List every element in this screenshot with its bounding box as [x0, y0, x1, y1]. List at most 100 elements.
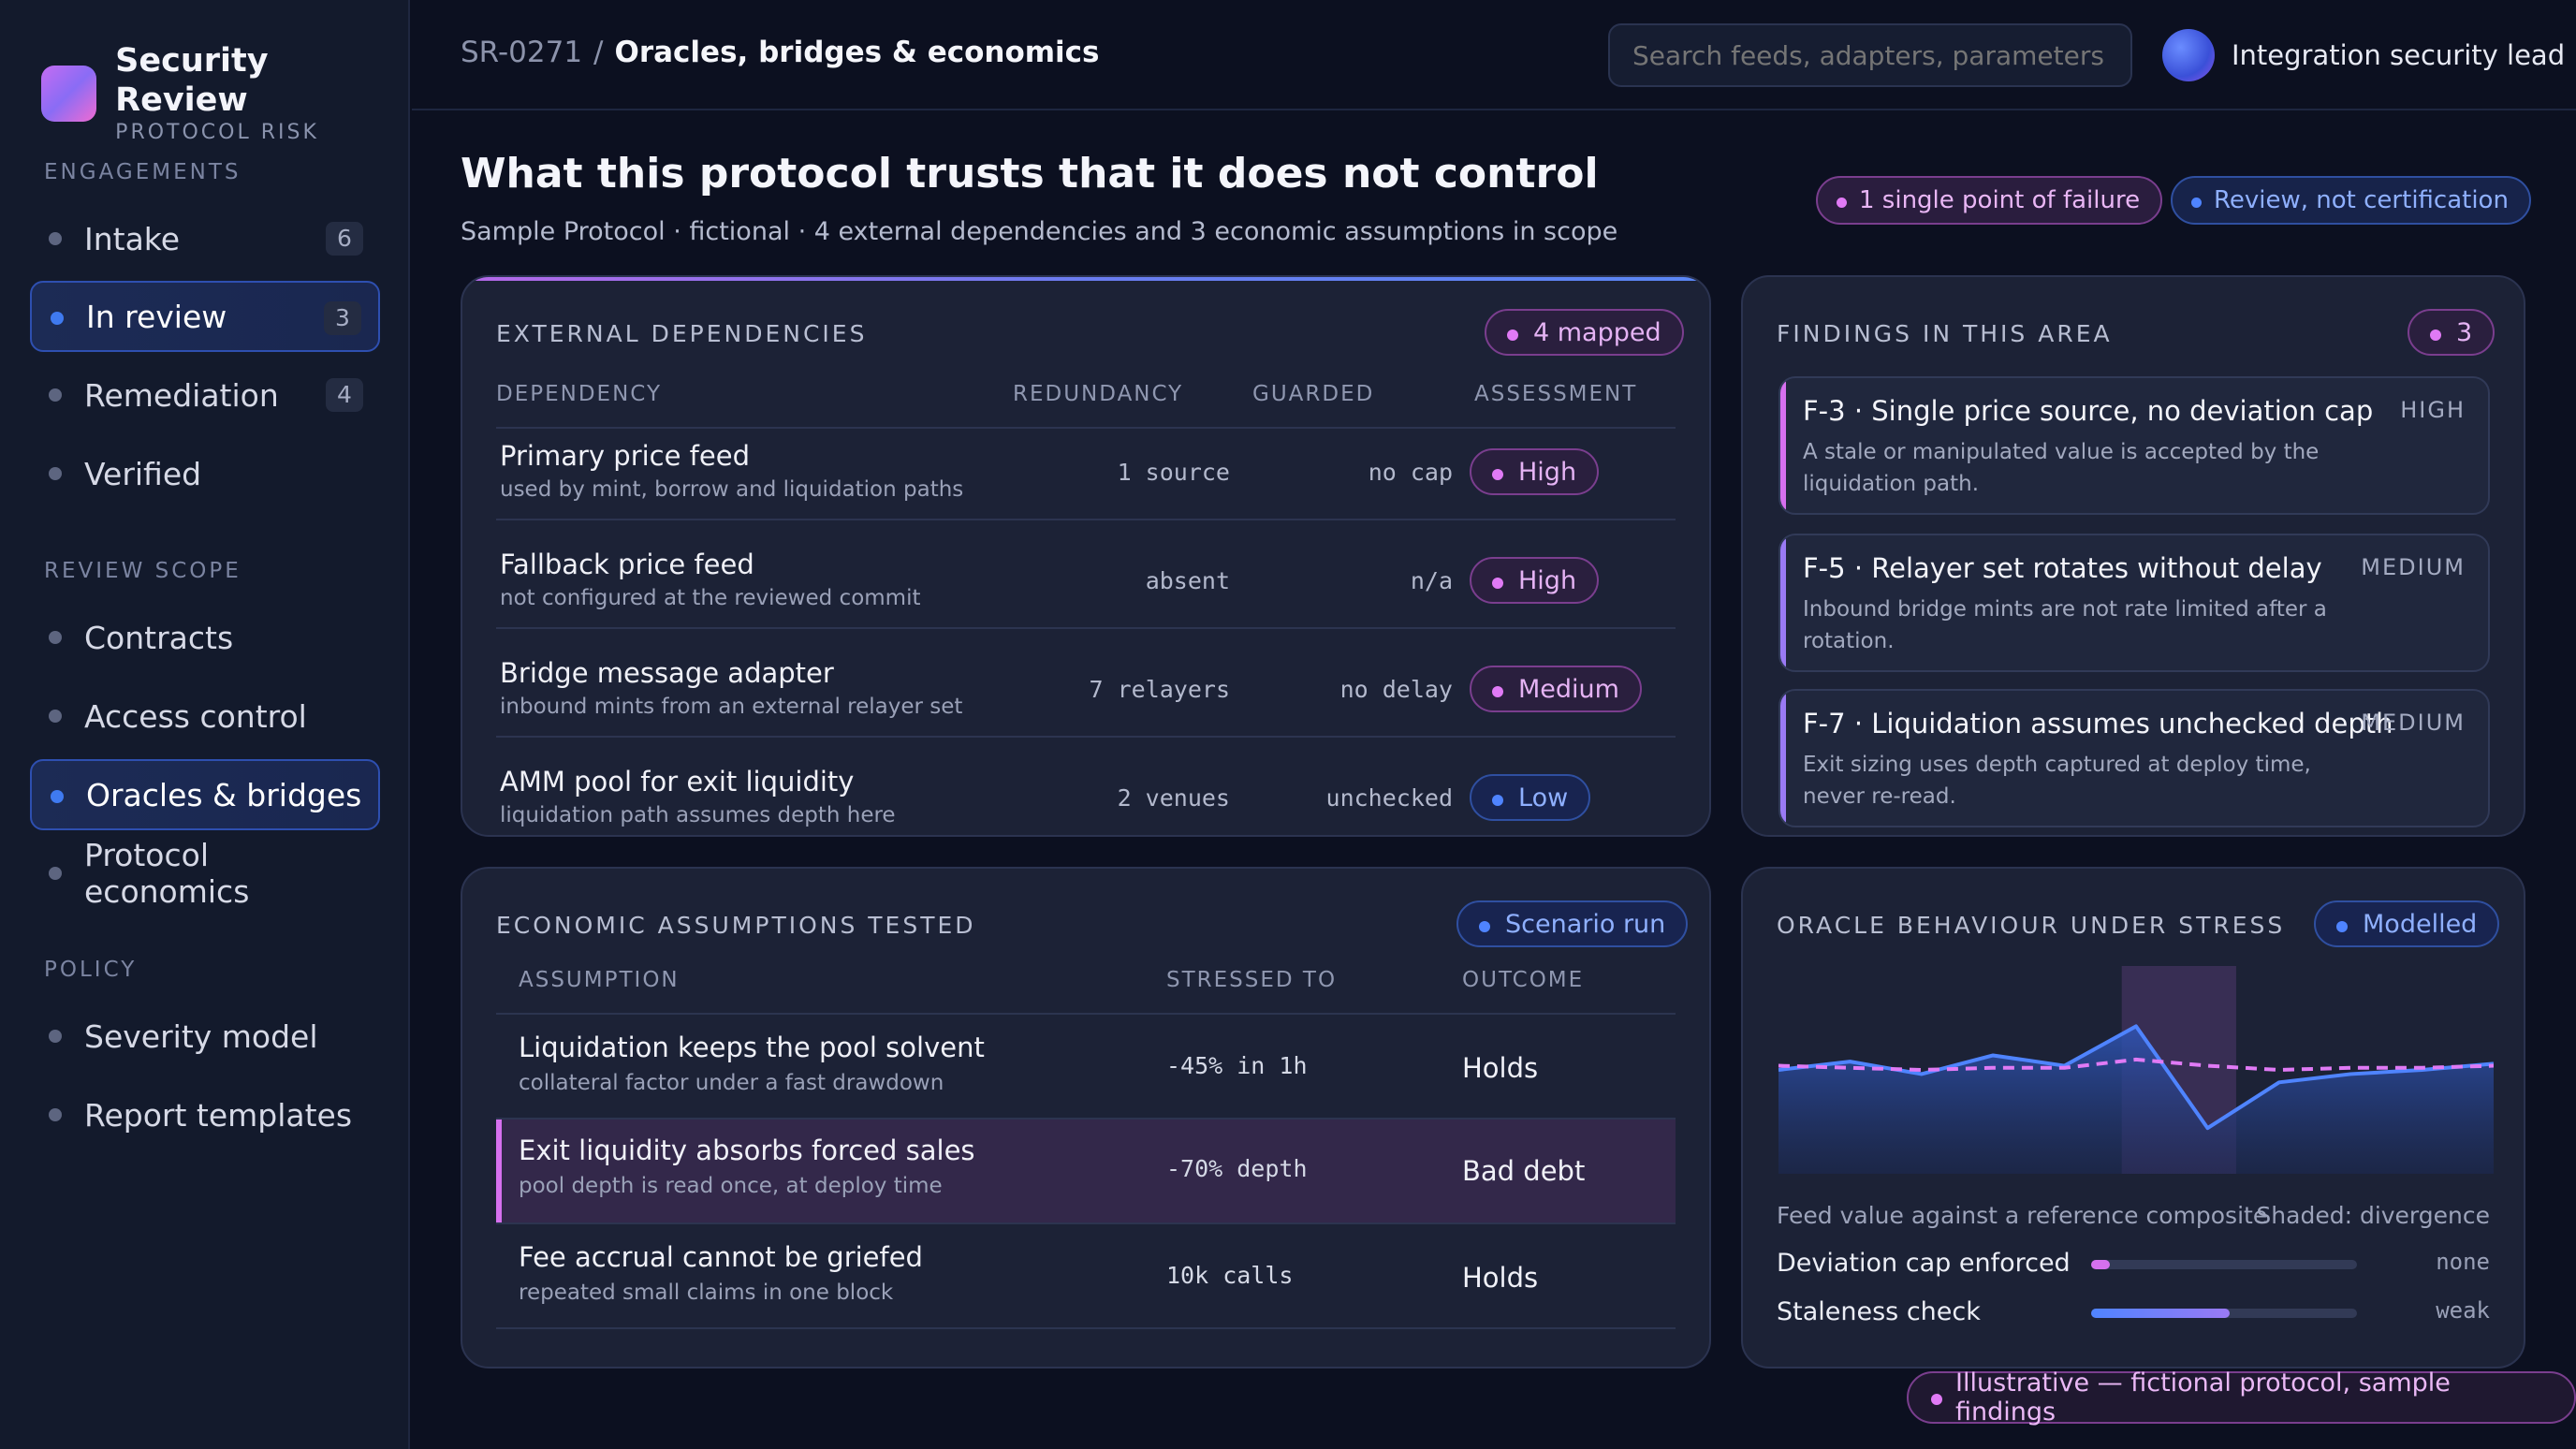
finding-accent [1780, 378, 1786, 513]
nav-section-policy: POLICY [44, 958, 138, 982]
staleness-meter [2091, 1309, 2357, 1318]
sidebar-item-intake[interactable]: Intake 6 [30, 203, 380, 274]
assumption-name: Exit liquidity absorbs forced sales [519, 1134, 975, 1166]
user-menu[interactable]: Integration security lead [2162, 29, 2565, 81]
search-input[interactable] [1608, 23, 2132, 87]
brand-title: Security Review [115, 42, 269, 119]
badge-dot-icon [1492, 686, 1503, 697]
breadcrumb-current: Oracles, bridges & economics [614, 36, 1100, 69]
finding-desc: A stale or manipulated value is accepted… [1803, 440, 2320, 496]
column-header: DEPENDENCY [496, 382, 663, 406]
dependency-note: used by mint, borrow and liquidation pat… [500, 477, 964, 502]
finding-card[interactable]: F-5 · Relayer set rotates without delay … [1778, 534, 2490, 672]
badge-dot-icon [1492, 578, 1503, 589]
meter-fill [2091, 1260, 2110, 1269]
nav-dot-icon [49, 467, 62, 480]
user-name: Integration security lead [2232, 39, 2566, 71]
oracle-card: ORACLE BEHAVIOUR UNDER STRESS Modelled F… [1741, 867, 2525, 1368]
count-badge: 6 [326, 222, 363, 256]
finding-card[interactable]: F-3 · Single price source, no deviation … [1778, 376, 2490, 515]
page-title: What this protocol trusts that it does n… [461, 150, 1599, 198]
column-header: ASSESSMENT [1474, 382, 1638, 406]
guarded-value: no delay [1339, 676, 1453, 703]
card-title: FINDINGS IN THIS AREA [1777, 320, 2113, 347]
sidebar-item-label: Verified [84, 455, 202, 492]
sidebar-item-contracts[interactable]: Contracts [30, 602, 380, 673]
redundancy-value: 7 relayers [1089, 676, 1230, 703]
badge-dot-icon [1507, 329, 1518, 341]
badge-label: Low [1518, 783, 1569, 812]
outcome-value: Holds [1462, 1262, 1539, 1294]
sidebar-item-access-control[interactable]: Access control [30, 681, 380, 752]
column-header: STRESSED TO [1166, 968, 1338, 992]
sidebar-item-in-review[interactable]: In review 3 [30, 281, 380, 352]
guarded-value: no cap [1368, 459, 1453, 486]
badge-label: High [1518, 457, 1577, 487]
divider [496, 519, 1676, 520]
findings-count-badge: 3 [2408, 309, 2496, 356]
sidebar-item-oracles-bridges[interactable]: Oracles & bridges [30, 759, 380, 830]
sidebar-item-label: In review [86, 298, 227, 335]
column-header: ASSUMPTION [519, 968, 680, 992]
assessment-badge: High [1470, 557, 1600, 604]
badge-label: Modelled [2363, 909, 2478, 939]
meter-label: Staleness check [1777, 1297, 1981, 1326]
sidebar-item-label: Contracts [84, 619, 234, 656]
finding-accent [1780, 691, 1786, 826]
meter-fill [2091, 1309, 2230, 1318]
breadcrumb-separator: / [593, 36, 604, 69]
sidebar-item-verified[interactable]: Verified [30, 438, 380, 509]
divider [496, 1013, 1676, 1015]
finding-title: F-3 · Single price source, no deviation … [1803, 395, 2374, 427]
finding-desc: Exit sizing uses depth captured at deplo… [1803, 753, 2311, 809]
brand-logo [41, 66, 97, 122]
nav-dot-icon [51, 312, 64, 325]
table-row-highlighted[interactable]: Exit liquidity absorbs forced sales pool… [496, 1120, 1676, 1222]
nav-dot-icon [49, 631, 62, 644]
stressed-value: -45% in 1h [1166, 1052, 1308, 1079]
pill-label: 1 single point of failure [1859, 186, 2141, 214]
guarded-value: n/a [1410, 567, 1453, 594]
stressed-value: 10k calls [1166, 1262, 1294, 1289]
status-pill-review: Review, not certification [2171, 176, 2531, 225]
count-badge: 4 [326, 378, 363, 412]
divider [496, 1118, 1676, 1120]
brand[interactable]: Security Review PROTOCOL RISK [41, 41, 408, 146]
redundancy-value: 1 source [1117, 459, 1230, 486]
sidebar-item-remediation[interactable]: Remediation 4 [30, 359, 380, 431]
redundancy-value: 2 venues [1117, 784, 1230, 812]
deviation-cap-meter [2091, 1260, 2357, 1269]
footer-note-label: Illustrative — fictional protocol, sampl… [1955, 1368, 2451, 1427]
card-title: ORACLE BEHAVIOUR UNDER STRESS [1777, 912, 2286, 939]
sidebar-item-label: Remediation [84, 376, 279, 414]
finding-desc: Inbound bridge mints are not rate limite… [1803, 597, 2327, 653]
badge-label: Scenario run [1505, 909, 1666, 939]
divider [496, 427, 1676, 429]
badge-dot-icon [2430, 329, 2441, 341]
status-pill-spof: 1 single point of failure [1816, 176, 2163, 225]
sidebar-item-protocol-economics[interactable]: Protocol economics [30, 837, 380, 910]
finding-severity: MEDIUM [2361, 554, 2466, 580]
nav-dot-icon [49, 1108, 62, 1121]
oracle-stress-chart [1778, 966, 2494, 1174]
dependency-note: inbound mints from an external relayer s… [500, 695, 963, 719]
breadcrumb-id[interactable]: SR-0271 [461, 36, 583, 69]
nav-section-review-scope: REVIEW SCOPE [44, 559, 242, 583]
dependency-name: AMM pool for exit liquidity [500, 766, 855, 798]
sidebar-item-label: Oracles & bridges [86, 776, 362, 813]
badge-label: High [1518, 565, 1577, 595]
assumption-name: Fee accrual cannot be griefed [519, 1241, 923, 1273]
assumption-note: collateral factor under a fast drawdown [519, 1071, 944, 1095]
assessment-badge: Medium [1470, 666, 1642, 712]
assumption-note: pool depth is read once, at deploy time [519, 1174, 943, 1198]
finding-severity: HIGH [2400, 397, 2466, 423]
page-subtitle: Sample Protocol · fictional · 4 external… [461, 217, 1618, 246]
sidebar-item-severity-model[interactable]: Severity model [30, 1001, 380, 1072]
pill-dot-icon [1837, 198, 1847, 208]
chart-legend-shaded: Shaded: divergence [2256, 1202, 2490, 1229]
finding-accent [1780, 535, 1786, 670]
nav-dot-icon [49, 388, 62, 402]
meter-value: none [2436, 1249, 2490, 1275]
sidebar-item-report-templates[interactable]: Report templates [30, 1079, 380, 1150]
finding-card[interactable]: F-7 · Liquidation assumes unchecked dept… [1778, 689, 2490, 827]
